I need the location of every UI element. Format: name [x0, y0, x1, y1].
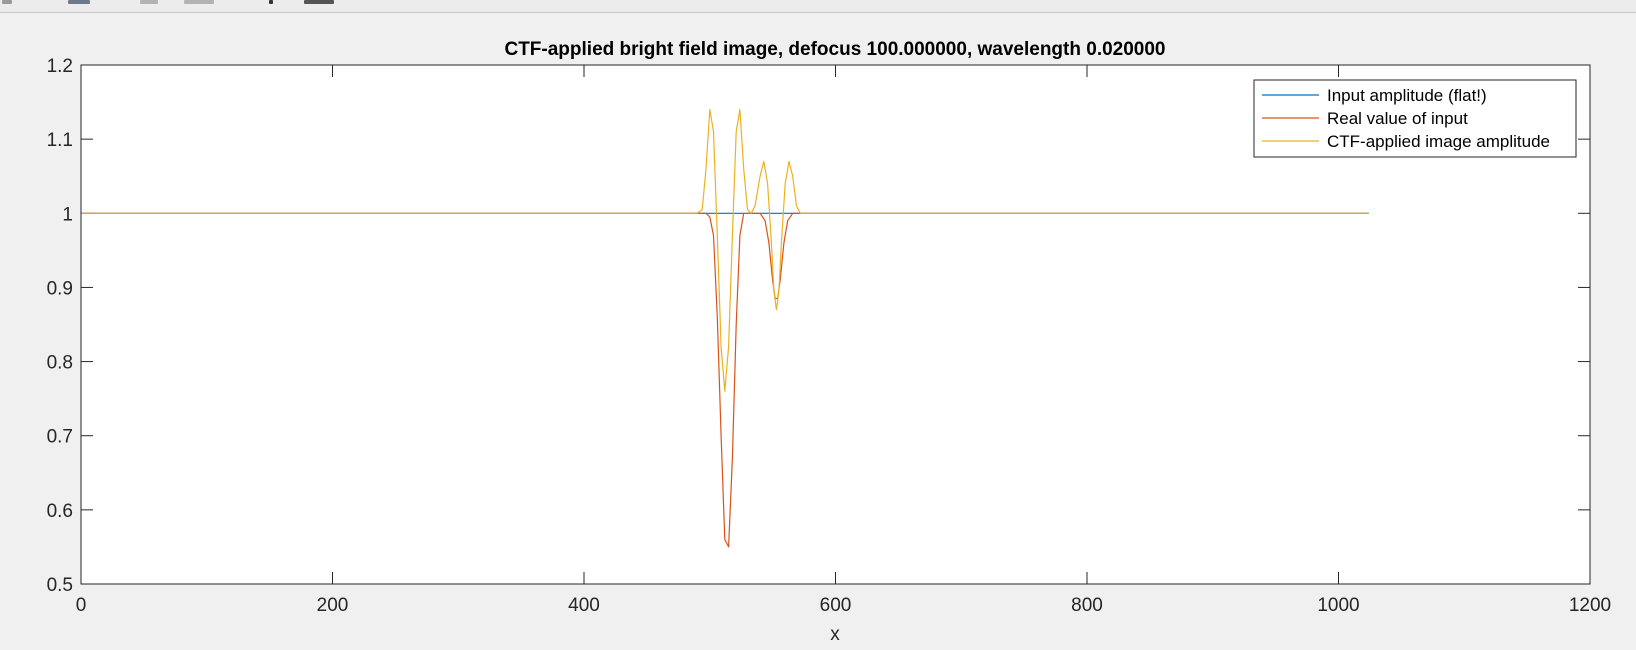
legend-label: CTF-applied image amplitude — [1327, 132, 1550, 151]
y-tick-label: 0.5 — [47, 575, 73, 596]
x-axis-label: x — [830, 624, 840, 645]
y-tick-labels: 0.5 0.6 0.7 0.8 0.9 1 1.1 1.2 — [47, 56, 73, 596]
y-tick-label: 0.9 — [47, 278, 73, 299]
toolbar-button[interactable] — [2, 0, 12, 4]
x-tick-label: 0 — [76, 595, 87, 616]
toolbar-button[interactable] — [269, 0, 273, 4]
y-tick-label: 1.1 — [47, 130, 73, 151]
figure-toolbar — [0, 0, 1636, 13]
y-tick-label: 0.7 — [47, 427, 73, 448]
y-tick-label: 1 — [62, 204, 73, 225]
x-tick-label: 1000 — [1317, 595, 1359, 616]
toolbar-button[interactable] — [68, 0, 90, 4]
toolbar-button[interactable] — [184, 0, 214, 4]
x-tick-label: 600 — [820, 595, 852, 616]
chart-title: CTF-applied bright field image, defocus … — [504, 39, 1165, 60]
x-tick-label: 800 — [1071, 595, 1103, 616]
x-tick-labels: 0 200 400 600 800 1000 1200 — [76, 595, 1611, 616]
series-line-2 — [81, 212, 1369, 548]
y-tick-label: 0.8 — [47, 353, 73, 374]
x-tick-label: 1200 — [1569, 595, 1611, 616]
x-tick-label: 400 — [568, 595, 600, 616]
series-line-3 — [81, 108, 1369, 392]
legend-label: Input amplitude (flat!) — [1327, 86, 1487, 105]
legend[interactable]: Input amplitude (flat!) Real value of inp… — [1253, 79, 1577, 158]
y-tick-label: 0.6 — [47, 501, 73, 522]
toolbar-button[interactable] — [304, 0, 334, 4]
series-layer — [81, 108, 1369, 548]
toolbar-button[interactable] — [140, 0, 158, 4]
x-tick-label: 200 — [317, 595, 349, 616]
y-tick-label: 1.2 — [47, 56, 73, 77]
legend-label: Real value of input — [1327, 109, 1468, 128]
axes-box — [80, 64, 1591, 585]
